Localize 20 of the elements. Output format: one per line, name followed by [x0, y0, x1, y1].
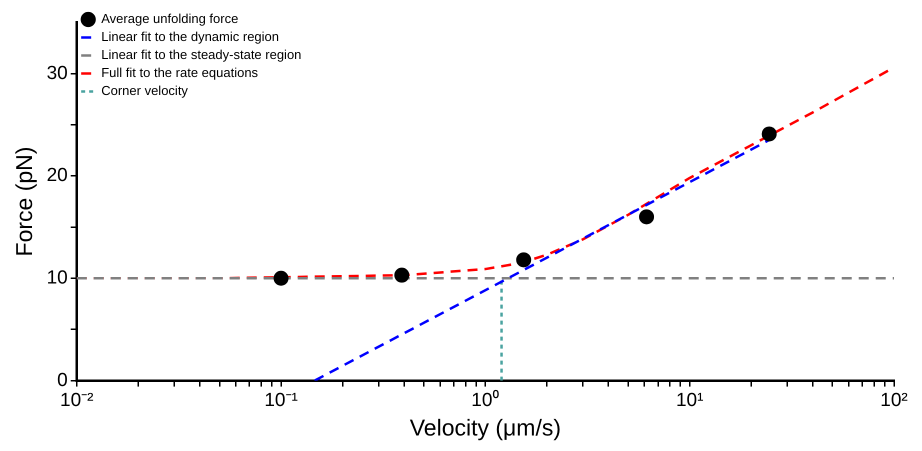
x-tick-label: 10⁻² [60, 390, 94, 412]
x-tick-label: 10⁰ [471, 389, 500, 412]
point [762, 126, 777, 142]
x-tick-label: 10² [880, 390, 908, 412]
y-tick-label: 10 [46, 267, 68, 288]
point [639, 209, 654, 224]
x-tick-label: 10¹ [676, 390, 704, 412]
y-tick-label: 30 [46, 62, 68, 84]
y-tick-label: 0 [57, 370, 68, 391]
legend-label: Linear fit to the dynamic region [101, 29, 280, 44]
x-axis-title: Velocity (μm/s) [410, 414, 562, 441]
y-tick-label: 20 [46, 165, 68, 186]
point [394, 268, 410, 283]
point [516, 252, 532, 268]
y-axis-title: Force (pN) [11, 146, 38, 256]
legend-label: Linear fit to the steady-state region [101, 47, 302, 62]
legend-label: Corner velocity [101, 83, 188, 98]
legend-label: Full fit to the rate equations [101, 65, 259, 80]
legend-label: Average unfolding force [101, 11, 238, 26]
x-tick-label: 10⁻¹ [264, 390, 298, 412]
